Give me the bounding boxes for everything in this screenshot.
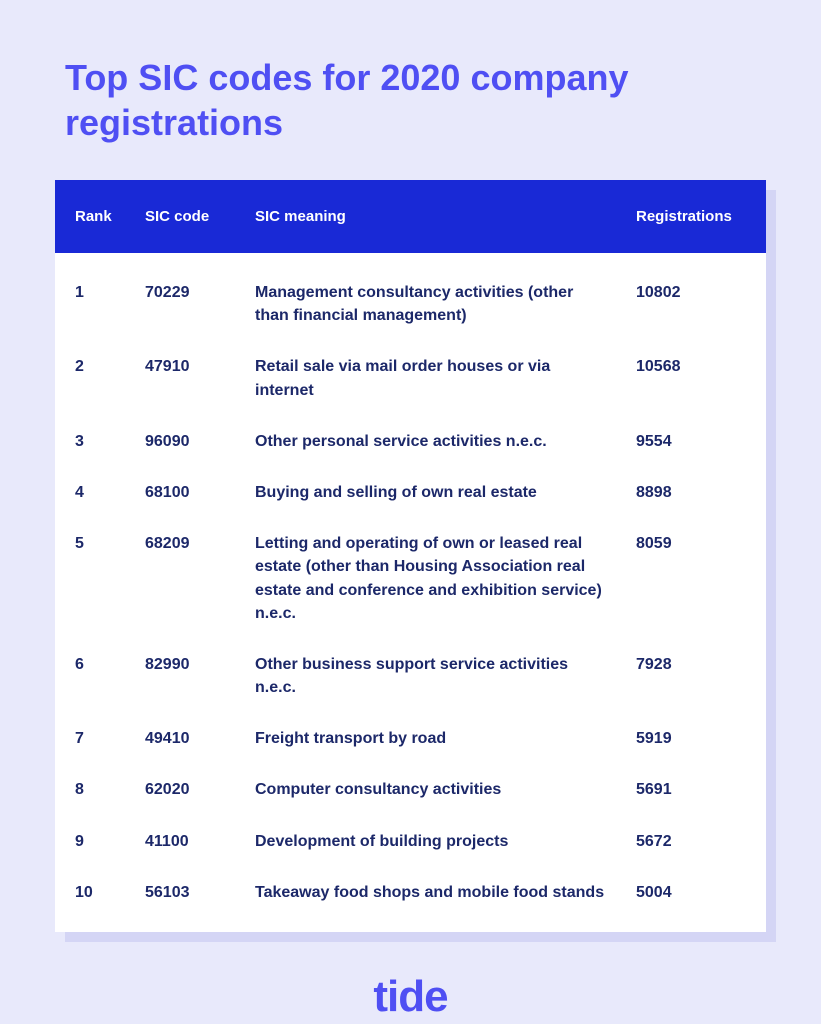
header-meaning: SIC meaning [255, 208, 636, 225]
table-row: 247910Retail sale via mail order houses … [55, 341, 766, 415]
cell-rank: 7 [75, 727, 145, 750]
cell-code: 49410 [145, 727, 255, 750]
cell-rank: 3 [75, 430, 145, 453]
page-title: Top SIC codes for 2020 company registrat… [55, 55, 766, 145]
table-body-wrap: 170229Management consultancy activities … [55, 253, 766, 932]
cell-code: 41100 [145, 830, 255, 853]
cell-registrations: 10802 [636, 281, 746, 327]
cell-code: 82990 [145, 653, 255, 699]
cell-registrations: 9554 [636, 430, 746, 453]
cell-meaning: Other business support service activitie… [255, 653, 636, 699]
table-row: 568209Letting and operating of own or le… [55, 518, 766, 639]
cell-code: 96090 [145, 430, 255, 453]
cell-code: 62020 [145, 778, 255, 801]
cell-registrations: 5691 [636, 778, 746, 801]
cell-meaning: Computer consultancy activities [255, 778, 636, 801]
cell-rank: 10 [75, 881, 145, 904]
cell-meaning: Retail sale via mail order houses or via… [255, 355, 636, 401]
cell-registrations: 10568 [636, 355, 746, 401]
cell-registrations: 8059 [636, 532, 746, 625]
cell-meaning: Management consultancy activities (other… [255, 281, 636, 327]
cell-rank: 2 [75, 355, 145, 401]
cell-registrations: 8898 [636, 481, 746, 504]
table-row: 682990Other business support service act… [55, 639, 766, 713]
cell-rank: 8 [75, 778, 145, 801]
cell-rank: 1 [75, 281, 145, 327]
cell-meaning: Other personal service activities n.e.c. [255, 430, 636, 453]
table-row: 941100Development of building projects56… [55, 816, 766, 867]
header-rank: Rank [75, 208, 145, 225]
cell-registrations: 5672 [636, 830, 746, 853]
table-row: 1056103Takeaway food shops and mobile fo… [55, 867, 766, 932]
cell-registrations: 7928 [636, 653, 746, 699]
cell-rank: 5 [75, 532, 145, 625]
cell-meaning: Buying and selling of own real estate [255, 481, 636, 504]
cell-code: 68100 [145, 481, 255, 504]
cell-code: 56103 [145, 881, 255, 904]
cell-registrations: 5004 [636, 881, 746, 904]
table-row: 396090Other personal service activities … [55, 416, 766, 467]
cell-meaning: Development of building projects [255, 830, 636, 853]
cell-registrations: 5919 [636, 727, 746, 750]
table-row: 468100Buying and selling of own real est… [55, 467, 766, 518]
cell-rank: 9 [75, 830, 145, 853]
cell-rank: 6 [75, 653, 145, 699]
table-header: Rank SIC code SIC meaning Registrations [55, 180, 766, 253]
cell-meaning: Letting and operating of own or leased r… [255, 532, 636, 625]
table-container: Rank SIC code SIC meaning Registrations … [55, 180, 766, 932]
table-row: 749410Freight transport by road5919 [55, 713, 766, 764]
header-code: SIC code [145, 208, 255, 225]
cell-rank: 4 [75, 481, 145, 504]
cell-code: 47910 [145, 355, 255, 401]
table-body: 170229Management consultancy activities … [55, 253, 766, 932]
cell-code: 70229 [145, 281, 255, 327]
table-row: 862020Computer consultancy activities569… [55, 764, 766, 815]
header-registrations: Registrations [636, 208, 746, 225]
tide-logo: tide [55, 972, 766, 1022]
cell-meaning: Takeaway food shops and mobile food stan… [255, 881, 636, 904]
sic-table: Rank SIC code SIC meaning Registrations … [55, 180, 766, 932]
cell-meaning: Freight transport by road [255, 727, 636, 750]
cell-code: 68209 [145, 532, 255, 625]
table-row: 170229Management consultancy activities … [55, 253, 766, 341]
